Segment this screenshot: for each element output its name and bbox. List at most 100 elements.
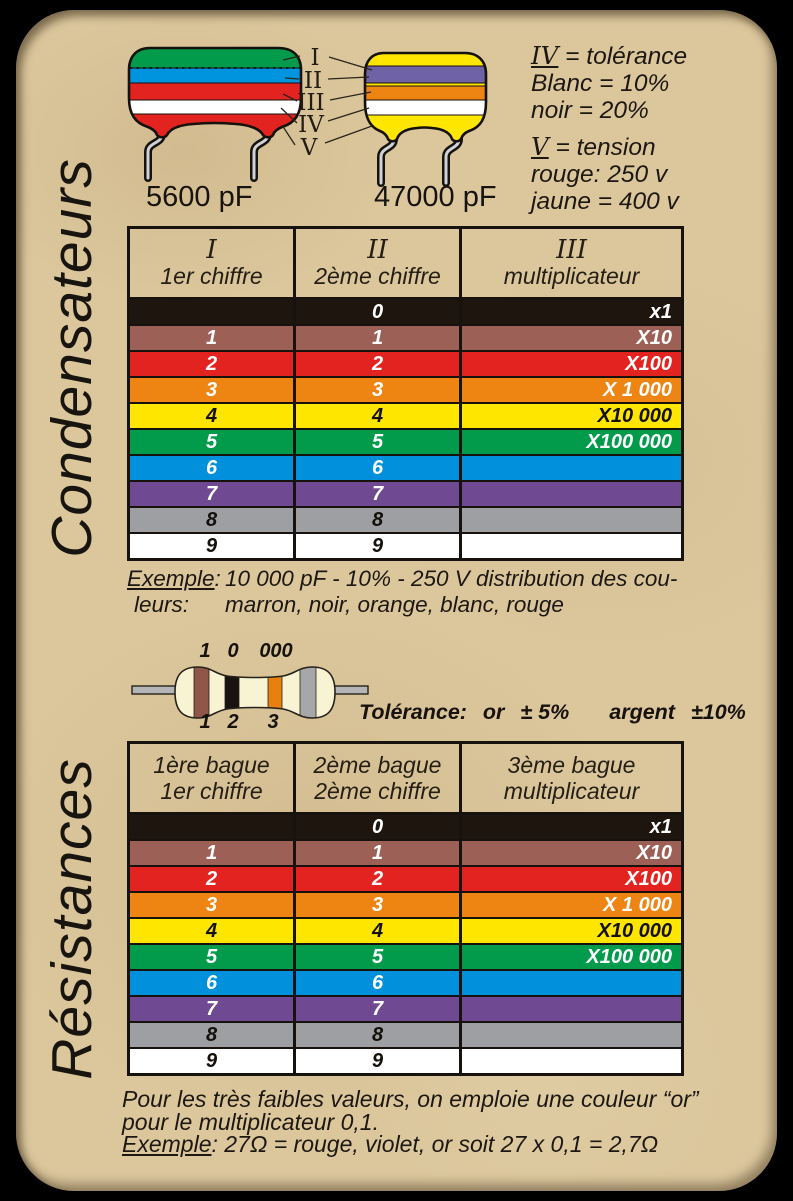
cap1-band-4 bbox=[129, 99, 301, 115]
multiplier-cell bbox=[462, 534, 681, 558]
capacitor-example: Exemple: 10 000 pF - 10% - 250 V distrib… bbox=[127, 566, 677, 618]
second-digit-cell: 5 bbox=[296, 430, 462, 454]
capacitor-row-rouge: 2 2 X100 bbox=[130, 350, 681, 376]
header-second-band: 2ème bague 2ème chiffre bbox=[296, 744, 462, 812]
second-digit-cell: 0 bbox=[296, 815, 462, 839]
second-digit-cell: 3 bbox=[296, 378, 462, 402]
example-text-line2: marron, noir, orange, blanc, rouge bbox=[225, 592, 564, 617]
band-label-3: III bbox=[297, 90, 325, 116]
resistor-row-marron: 1 1 X10 bbox=[130, 839, 681, 865]
band-label-1: I bbox=[310, 45, 320, 71]
second-digit-cell: 2 bbox=[296, 352, 462, 376]
second-digit-cell: 9 bbox=[296, 534, 462, 558]
resistor-table-rows: 0 x1 1 1 X10 2 2 X100 3 3 X 1 000 4 4 X1… bbox=[130, 812, 681, 1073]
tolerance-voltage-legend: IV = tolérance Blanc = 10% noir = 20% V … bbox=[531, 42, 687, 215]
capacitor-table-header: I 1er chiffre II 2ème chiffre III multip… bbox=[130, 229, 681, 297]
multiplier-cell: x1 bbox=[462, 815, 681, 839]
multiplier-cell: X10 000 bbox=[462, 404, 681, 428]
second-digit-cell: 8 bbox=[296, 1023, 462, 1047]
footnote-example: Exemple: 27Ω = rouge, violet, or soit 27… bbox=[122, 1131, 659, 1157]
second-digit-cell: 6 bbox=[296, 971, 462, 995]
multiplier-cell bbox=[462, 1049, 681, 1073]
multiplier-cell bbox=[462, 482, 681, 506]
first-digit-cell: 4 bbox=[130, 919, 296, 943]
second-digit-cell: 9 bbox=[296, 1049, 462, 1073]
first-digit-cell: 3 bbox=[130, 893, 296, 917]
multiplier-cell bbox=[462, 508, 681, 532]
legend-voltage-title: V = tension bbox=[531, 132, 656, 161]
second-digit-cell: 0 bbox=[296, 300, 462, 324]
second-digit-cell: 7 bbox=[296, 997, 462, 1021]
header-third-band: 3ème bague multiplicateur bbox=[503, 752, 640, 804]
resistor-outline bbox=[174, 666, 336, 719]
capacitor-row-gris: 8 8 bbox=[130, 506, 681, 532]
second-digit-cell: 1 bbox=[296, 326, 462, 350]
legend-voltage-yellow: jaune = 400 v bbox=[531, 188, 679, 215]
multiplier-cell: X10 000 bbox=[462, 919, 681, 943]
resistor-color-code-table: 1ère bague 1er chiffre 2ème bague 2ème c… bbox=[127, 741, 684, 1076]
first-digit-cell bbox=[130, 300, 296, 324]
gold-multiplier-footnote: Pour les très faibles valeurs, on emploi… bbox=[122, 1088, 699, 1156]
resistor-digit-top-1: 1 bbox=[199, 640, 211, 662]
section-label-resistances: Résistances bbox=[40, 758, 104, 1080]
capacitor-row-vert: 5 5 X100 000 bbox=[130, 428, 681, 454]
first-digit-cell: 5 bbox=[130, 945, 296, 969]
cap2-band-3 bbox=[365, 85, 486, 101]
multiplier-cell: x1 bbox=[462, 300, 681, 324]
first-digit-cell: 8 bbox=[130, 508, 296, 532]
resistor-row-rouge: 2 2 X100 bbox=[130, 865, 681, 891]
second-digit-cell: 8 bbox=[296, 508, 462, 532]
first-digit-cell: 7 bbox=[130, 997, 296, 1021]
first-digit-cell: 7 bbox=[130, 482, 296, 506]
legend-tolerance-title: IV = tolérance bbox=[531, 41, 688, 70]
capacitor-row-bleu: 6 6 bbox=[130, 454, 681, 480]
example-label-line2: leurs: bbox=[134, 592, 190, 617]
header-first-digit: I 1er chiffre bbox=[130, 229, 296, 297]
resistor-row-noir: 0 x1 bbox=[130, 815, 681, 839]
header-second-digit: II 2ème chiffre bbox=[296, 229, 462, 297]
resistor-row-jaune: 4 4 X10 000 bbox=[130, 917, 681, 943]
band-pointer-lines bbox=[280, 55, 373, 146]
resistor-band-number-2: 2 bbox=[227, 711, 239, 733]
multiplier-cell: X 1 000 bbox=[462, 378, 681, 402]
first-digit-cell: 3 bbox=[130, 378, 296, 402]
first-digit-cell: 2 bbox=[130, 867, 296, 891]
resistor-digit-top-3: 000 bbox=[259, 640, 293, 662]
second-digit-cell: 5 bbox=[296, 945, 462, 969]
footnote-line2: pour le multiplicateur 0,1. bbox=[122, 1108, 379, 1135]
multiplier-cell: X100 000 bbox=[462, 945, 681, 969]
capacitor-color-code-table: I 1er chiffre II 2ème chiffre III multip… bbox=[127, 226, 684, 561]
first-digit-cell: 9 bbox=[130, 1049, 296, 1073]
resistor-band-number-1: 1 bbox=[199, 711, 211, 733]
second-digit-cell: 2 bbox=[296, 867, 462, 891]
capacitor-table-rows: 0 x1 1 1 X10 2 2 X100 3 3 X 1 000 4 4 X1… bbox=[130, 297, 681, 558]
header-multiplier: III multiplicateur bbox=[503, 234, 640, 289]
cap2-band-2 bbox=[365, 65, 486, 84]
resistor-illustration bbox=[131, 666, 369, 719]
resistor-lead-left bbox=[131, 685, 181, 695]
capacitor-row-marron: 1 1 X10 bbox=[130, 324, 681, 350]
legend-tolerance-white: Blanc = 10% bbox=[531, 70, 670, 97]
multiplier-cell: X100 bbox=[462, 352, 681, 376]
resistor-band-number-3: 3 bbox=[267, 711, 279, 733]
resistor-row-gris: 8 8 bbox=[130, 1021, 681, 1047]
capacitor-row-noir: 0 x1 bbox=[130, 300, 681, 324]
resistor-row-violet: 7 7 bbox=[130, 995, 681, 1021]
resistor-digit-top-2: 0 bbox=[227, 640, 239, 662]
resistor-row-vert: 5 5 X100 000 bbox=[130, 943, 681, 969]
capacitor-row-violet: 7 7 bbox=[130, 480, 681, 506]
first-digit-cell: 6 bbox=[130, 456, 296, 480]
multiplier-cell: X10 bbox=[462, 841, 681, 865]
multiplier-cell bbox=[462, 456, 681, 480]
footnote-line1: Pour les très faibles valeurs, on emploi… bbox=[122, 1086, 699, 1112]
first-digit-cell: 4 bbox=[130, 404, 296, 428]
multiplier-cell: X100 bbox=[462, 867, 681, 891]
capacitor-row-blanc: 9 9 bbox=[130, 532, 681, 558]
first-digit-cell: 1 bbox=[130, 326, 296, 350]
first-digit-cell: 5 bbox=[130, 430, 296, 454]
section-label-condensateurs: Condensateurs bbox=[40, 158, 104, 558]
second-digit-cell: 4 bbox=[296, 404, 462, 428]
capacitor-illustration-2 bbox=[363, 51, 488, 187]
resistor-row-bleu: 6 6 bbox=[130, 969, 681, 995]
first-digit-cell: 9 bbox=[130, 534, 296, 558]
